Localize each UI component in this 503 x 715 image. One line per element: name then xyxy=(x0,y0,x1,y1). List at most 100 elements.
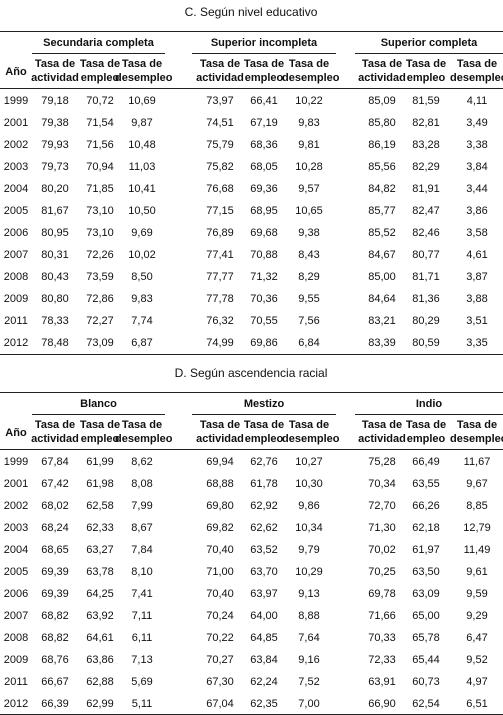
column-header: Tasa de empleo xyxy=(79,58,121,84)
value-cell: 7,52 xyxy=(298,676,320,688)
value-cell: 72,33 xyxy=(368,654,396,666)
value-cell: 62,92 xyxy=(250,500,278,512)
value-cell: 74,51 xyxy=(206,117,234,129)
value-cell: 76,89 xyxy=(206,227,234,239)
year-cell: 2009 xyxy=(3,293,29,305)
group-header: Superior incompleta xyxy=(210,37,318,49)
value-cell: 80,77 xyxy=(412,249,440,261)
value-cell: 5,69 xyxy=(131,676,153,688)
value-cell: 69,39 xyxy=(41,588,69,600)
rule xyxy=(32,53,165,54)
value-cell: 9,57 xyxy=(298,183,320,195)
value-cell: 10,65 xyxy=(295,205,323,217)
rule xyxy=(0,88,503,89)
value-cell: 84,82 xyxy=(368,183,396,195)
column-header: Tasa de actividad xyxy=(31,419,79,445)
section-title: C. Según nivel educativo xyxy=(184,5,318,19)
value-cell: 68,82 xyxy=(41,610,69,622)
value-cell: 10,28 xyxy=(295,161,323,173)
value-cell: 10,50 xyxy=(128,205,156,217)
value-cell: 10,30 xyxy=(295,478,323,490)
year-cell: 1999 xyxy=(3,95,29,107)
value-cell: 75,82 xyxy=(206,161,234,173)
value-cell: 79,18 xyxy=(41,95,69,107)
rule xyxy=(0,31,503,32)
year-cell: 2001 xyxy=(3,117,29,129)
value-cell: 70,40 xyxy=(206,544,234,556)
column-header: Tasa de desempleo xyxy=(282,58,340,84)
column-header: Tasa de desempleo xyxy=(450,419,503,445)
value-cell: 76,32 xyxy=(206,315,234,327)
value-cell: 3,87 xyxy=(466,271,488,283)
value-cell: 11,49 xyxy=(463,544,491,556)
column-header: Tasa de desempleo xyxy=(282,419,340,445)
value-cell: 70,25 xyxy=(368,566,396,578)
value-cell: 62,33 xyxy=(86,522,114,534)
value-cell: 6,84 xyxy=(298,337,320,349)
value-cell: 3,44 xyxy=(466,183,488,195)
value-cell: 9,38 xyxy=(298,227,320,239)
value-cell: 70,27 xyxy=(206,654,234,666)
value-cell: 9,69 xyxy=(131,227,153,239)
year-cell: 2008 xyxy=(3,632,29,644)
value-cell: 80,31 xyxy=(41,249,69,261)
section-title: D. Según ascendencia racial xyxy=(174,366,328,380)
rule xyxy=(192,53,336,54)
value-cell: 83,21 xyxy=(368,315,396,327)
year-cell: 2003 xyxy=(3,522,29,534)
group-header: Indio xyxy=(415,398,443,410)
group-header: Secundaria completa xyxy=(43,37,154,49)
value-cell: 62,76 xyxy=(250,456,278,468)
value-cell: 9,61 xyxy=(466,566,488,578)
rule xyxy=(0,449,503,450)
value-cell: 70,72 xyxy=(86,95,114,107)
value-cell: 66,41 xyxy=(250,95,278,107)
year-cell: 2003 xyxy=(3,161,29,173)
value-cell: 10,22 xyxy=(295,95,323,107)
rule xyxy=(355,414,503,415)
value-cell: 8,85 xyxy=(466,500,488,512)
value-cell: 75,28 xyxy=(368,456,396,468)
value-cell: 83,39 xyxy=(368,337,396,349)
value-cell: 62,24 xyxy=(250,676,278,688)
value-cell: 69,39 xyxy=(41,566,69,578)
value-cell: 63,86 xyxy=(86,654,114,666)
value-cell: 10,69 xyxy=(128,95,156,107)
value-cell: 67,84 xyxy=(41,456,69,468)
rule xyxy=(0,392,503,393)
value-cell: 66,67 xyxy=(41,676,69,688)
value-cell: 85,77 xyxy=(368,205,396,217)
value-cell: 74,99 xyxy=(206,337,234,349)
year-cell: 1999 xyxy=(3,456,29,468)
value-cell: 85,00 xyxy=(368,271,396,283)
column-header: Tasa de empleo xyxy=(79,419,121,445)
value-cell: 81,71 xyxy=(412,271,440,283)
value-cell: 8,10 xyxy=(131,566,153,578)
value-cell: 80,29 xyxy=(412,315,440,327)
value-cell: 69,86 xyxy=(250,337,278,349)
year-cell: 2005 xyxy=(3,205,29,217)
value-cell: 63,70 xyxy=(250,566,278,578)
column-header: Tasa de actividad xyxy=(31,58,79,84)
value-cell: 81,91 xyxy=(412,183,440,195)
value-cell: 64,85 xyxy=(250,632,278,644)
value-cell: 3,38 xyxy=(466,139,488,151)
value-cell: 79,93 xyxy=(41,139,69,151)
value-cell: 66,90 xyxy=(368,698,396,710)
value-cell: 68,76 xyxy=(41,654,69,666)
value-cell: 3,88 xyxy=(466,293,488,305)
value-cell: 62,62 xyxy=(250,522,278,534)
value-cell: 9,83 xyxy=(298,117,320,129)
value-cell: 3,84 xyxy=(466,161,488,173)
year-cell: 2006 xyxy=(3,227,29,239)
value-cell: 68,36 xyxy=(250,139,278,151)
value-cell: 85,52 xyxy=(368,227,396,239)
value-cell: 68,02 xyxy=(41,500,69,512)
value-cell: 9,81 xyxy=(298,139,320,151)
value-cell: 65,44 xyxy=(412,654,440,666)
column-header: Tasa de empleo xyxy=(243,58,285,84)
value-cell: 6,47 xyxy=(466,632,488,644)
value-cell: 62,54 xyxy=(412,698,440,710)
value-cell: 72,26 xyxy=(86,249,114,261)
